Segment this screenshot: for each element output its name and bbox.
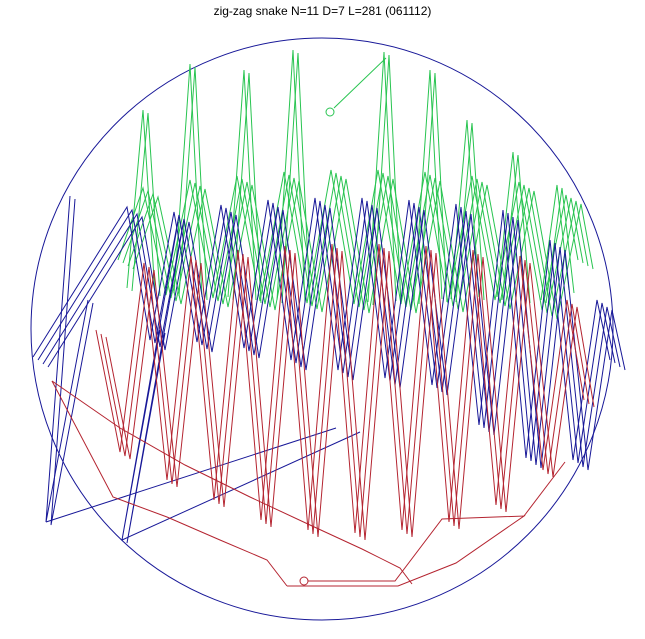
blue-band-line — [45, 427, 337, 523]
boundary-circle — [30, 37, 614, 621]
green-band-spike — [126, 109, 156, 294]
green-band-spike — [455, 122, 485, 303]
blue-band-strand — [47, 207, 626, 471]
red-band-strand — [100, 247, 590, 538]
blue-band-spike — [121, 221, 179, 541]
red-band-strand — [95, 243, 585, 534]
blue-band-spike — [45, 195, 89, 523]
blue-band-spike — [126, 224, 184, 544]
blue-band-spike — [50, 198, 94, 526]
plot-title: zig-zag snake N=11 D=7 L=281 (061112) — [213, 4, 432, 18]
red-band-line — [51, 380, 413, 585]
red-band-line — [51, 380, 288, 587]
green-band-spike — [413, 69, 443, 302]
green-band-spike — [418, 72, 448, 305]
red-band-strand — [105, 250, 595, 541]
green-band-spike — [281, 52, 311, 306]
red-band-line — [523, 461, 566, 517]
green-band-spike — [545, 187, 575, 304]
green-band-spike — [540, 184, 570, 301]
red-end-marker — [299, 576, 309, 586]
green-band-spike — [232, 72, 262, 304]
green-band-spike — [227, 69, 257, 301]
green-marker-link — [333, 57, 387, 109]
green-band-spike — [131, 112, 161, 297]
green-band-strand — [132, 178, 594, 320]
green-start-marker — [325, 107, 335, 117]
green-band-strand — [127, 175, 589, 317]
